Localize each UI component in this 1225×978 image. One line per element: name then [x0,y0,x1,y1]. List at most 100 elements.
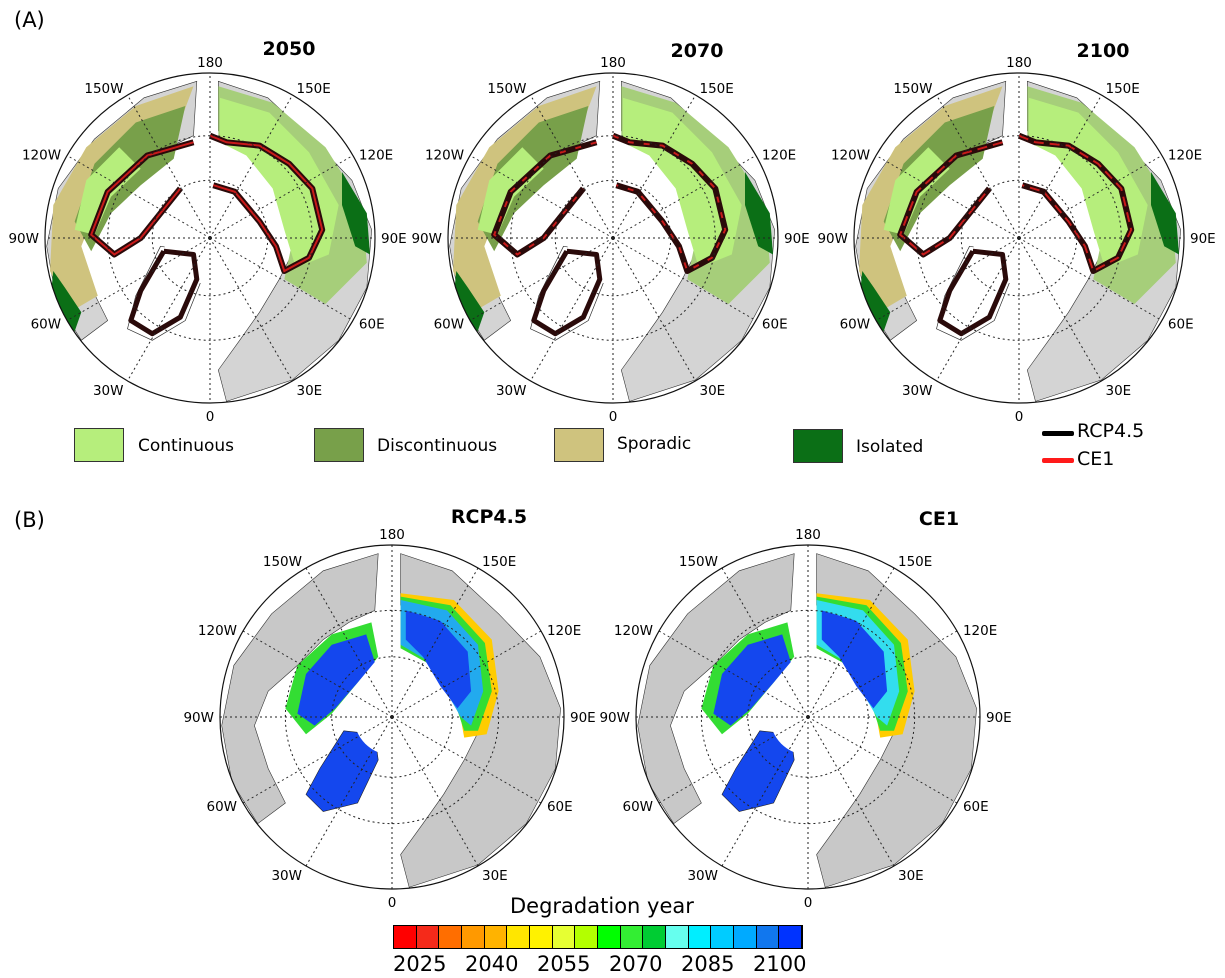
colorbar-cell [598,926,621,948]
map-a2-label-upper-left-1: 150W [893,81,932,97]
legend-swatch-sporadic [554,428,604,462]
colorbar-tick-label: 2085 [681,952,735,976]
map-b0-label-upper-right-2: 120E [547,623,581,639]
colorbar-cell [620,926,644,948]
degradation-map-0 [219,544,565,890]
map-b0-label-lower-left-2: 30W [271,868,302,884]
map-title-ce1: CE1 [918,508,960,530]
map-a2-label-left: 90W [817,231,848,247]
zone-continuous-eurasia [1028,97,1148,268]
map-a1-label-upper-left-2: 120W [425,148,464,164]
map-a1-label-lower-right-2: 30E [700,383,726,399]
legend-label-continuous: Continuous [138,436,235,456]
map-b1-label-upper-right-2: 120E [963,623,997,639]
boundary-ce1-eurasia [1018,134,1133,273]
map-b1-label-bottom: 0 [804,895,813,911]
map-b0-label-lower-right-2: 30E [482,868,508,884]
legend-label-discontinuous: Discontinuous [377,436,498,456]
map-a2-label-bottom: 0 [1015,409,1024,425]
map-b1-label-upper-left-1: 150W [679,554,718,570]
zone-isolated-eurasia [745,172,773,255]
map-b1-label-lower-right-2: 30E [898,868,924,884]
line-legend-label-rcp45: RCP4.5 [1077,420,1145,442]
colorbar-cell [439,926,463,948]
colorbar-cell [462,926,485,948]
map-a2-label-lower-right-2: 30E [1106,383,1132,399]
map-a2-label-lower-right-1: 60E [1168,317,1194,333]
legend-swatch-discontinuous [314,428,364,462]
map-b0-label-bottom: 0 [388,895,397,911]
map-a2-label-lower-left-2: 30W [902,383,933,399]
map-a1-label-lower-left-1: 60W [434,317,465,333]
map-a1-label-lower-right-1: 60E [762,317,788,333]
colorbar-cell [779,926,803,948]
map-b1-label-left: 90W [599,710,630,726]
map-a0-label-upper-left-2: 120W [22,148,61,164]
permafrost-map-1 [447,72,779,404]
map-b1-label-upper-left-2: 120W [614,623,653,639]
colorbar-cell [394,926,417,948]
map-a1-label-left: 90W [411,231,442,247]
map-a1-label-upper-right-2: 120E [762,148,796,164]
map-b0-label-left: 90W [183,710,214,726]
colorbar [393,925,803,949]
map-a2-label-upper-right-2: 120E [1168,148,1202,164]
map-a1-label-upper-right-1: 150E [700,81,734,97]
map-b1-label-lower-left-2: 30W [687,868,718,884]
colorbar-tick-label: 2040 [465,952,519,976]
line-legend-rcp45 [1042,431,1074,436]
boundary-ce1-eurasia [209,134,324,273]
colorbar-cell [666,926,689,948]
map-a0-label-top: 180 [197,55,223,71]
map-a2-label-right: 90E [1190,231,1216,247]
map-b0-label-lower-left-1: 60W [207,799,238,815]
colorbar-tick-label: 2100 [753,952,807,976]
map-b0-label-upper-left-1: 150W [263,554,302,570]
map-title-2100: 2100 [1076,40,1130,62]
map-b1-label-upper-right-1: 150E [898,554,932,570]
map-a0-label-upper-right-1: 150E [297,81,331,97]
boundary-ce1-america [493,141,597,256]
colorbar-cell [643,926,667,948]
map-b1-label-lower-left-1: 60W [623,799,654,815]
line-legend-label-ce1: CE1 [1077,448,1115,470]
map-a0-label-lower-left-1: 60W [31,317,62,333]
map-a1-label-lower-left-2: 30W [496,383,527,399]
map-b1-label-lower-right-1: 60E [963,799,989,815]
map-a0-label-lower-left-2: 30W [93,383,124,399]
map-a2-label-upper-left-2: 120W [831,148,870,164]
legend-label-sporadic: Sporadic [617,434,692,454]
colorbar-cell [711,926,735,948]
boundary-ce1-america [90,141,194,256]
colorbar-cell [734,926,757,948]
map-b0-label-upper-right-1: 150E [482,554,516,570]
map-b1-label-right: 90E [986,710,1012,726]
colorbar-tick-label: 2070 [609,952,663,976]
map-title-rcp45: RCP4.5 [450,506,528,528]
colorbar-cell [484,926,508,948]
legend-swatch-isolated [793,429,843,463]
zone-continuous-eurasia [622,97,742,268]
map-b0-label-right: 90E [570,710,596,726]
map-a1-label-bottom: 0 [609,409,618,425]
boundary-rcp45-greenland [128,248,200,337]
map-a0-label-left: 90W [8,231,39,247]
map-b0-label-lower-right-1: 60E [547,799,573,815]
map-a1-label-top: 180 [600,55,626,71]
boundary-ce1-eurasia [612,134,727,273]
map-a1-label-upper-left-1: 150W [487,81,526,97]
map-a0-label-upper-left-1: 150W [84,81,123,97]
colorbar-tick-label: 2025 [393,952,447,976]
map-a2-label-top: 180 [1006,55,1032,71]
colorbar-cell [688,926,712,948]
permafrost-map-2 [853,72,1185,404]
map-a2-label-upper-right-1: 150E [1106,81,1140,97]
panel-a-label: (A) [14,8,45,32]
colorbar-cell [756,926,780,948]
boundary-rcp45-greenland [531,248,603,337]
boundary-ce1-america [899,141,1003,256]
colorbar-cell [416,926,440,948]
map-a0-label-lower-right-2: 30E [297,383,323,399]
line-legend-ce1 [1042,458,1074,463]
